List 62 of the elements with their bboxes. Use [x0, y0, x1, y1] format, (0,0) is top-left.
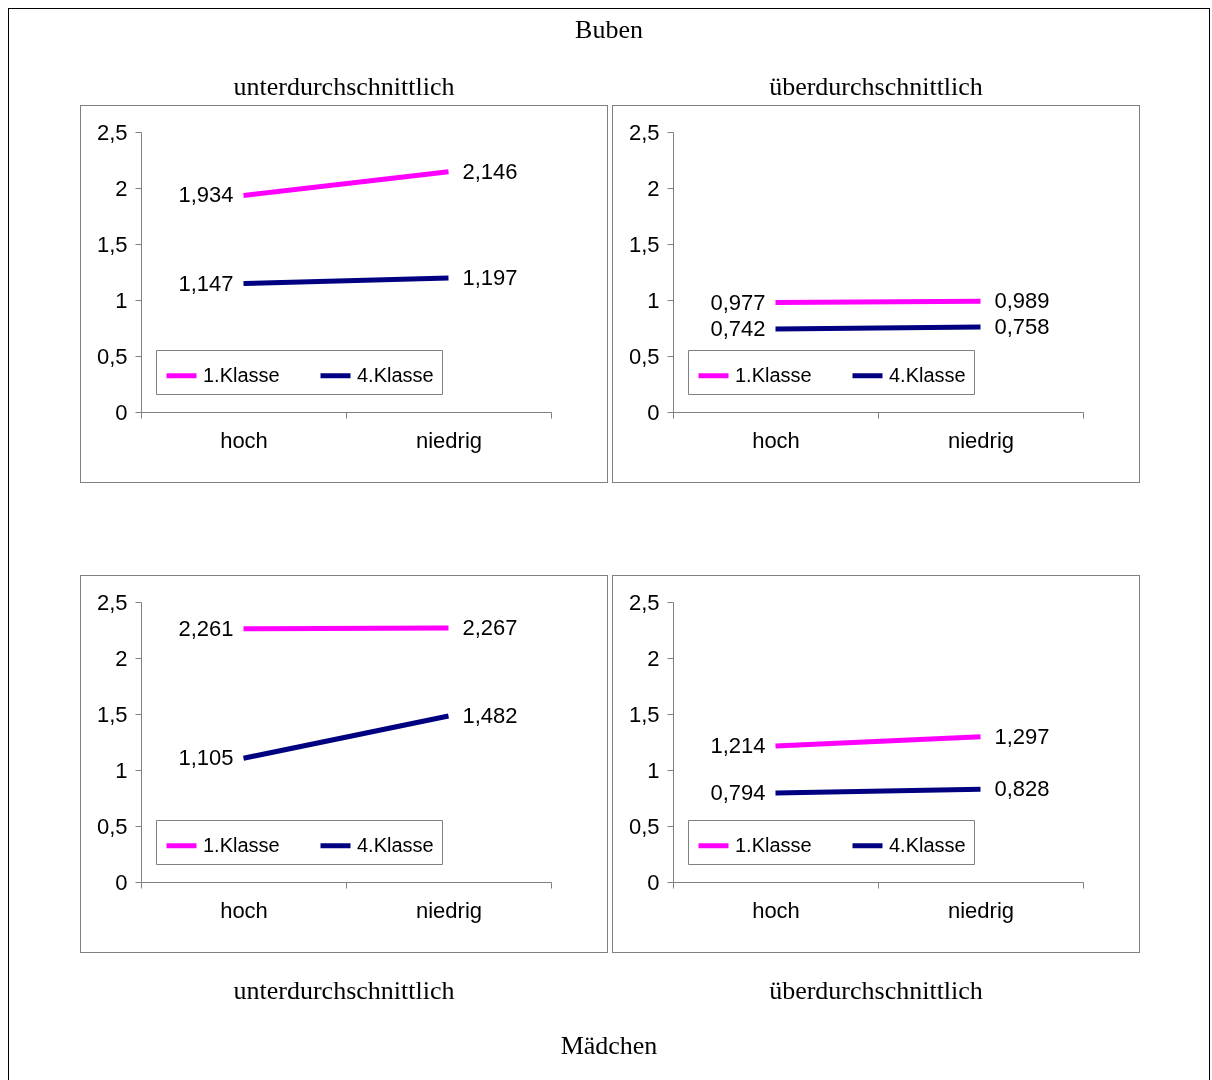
data-label: 1,934 [178, 182, 234, 208]
chart-title: überdurchschnittlich [768, 71, 984, 103]
data-label: 1,105 [178, 745, 234, 771]
x-axis-title: unterdurchschnittlich [232, 975, 456, 1007]
data-label: 0,742 [710, 315, 766, 341]
legend-label: 4.Klasse [889, 833, 966, 856]
y-tick-label: 0 [647, 399, 660, 425]
data-label: 1,482 [462, 703, 518, 729]
legend-label: 1.Klasse [735, 363, 812, 386]
y-tick-label: 2 [647, 175, 660, 201]
y-tick-label: 2,5 [628, 119, 660, 145]
y-tick-label: 2 [115, 645, 128, 671]
x-tick-label: niedrig [947, 427, 1015, 453]
data-label: 0,977 [710, 289, 766, 315]
y-tick-label: 0 [647, 869, 660, 895]
y-tick-label: 2 [647, 645, 660, 671]
x-tick-label: hoch [220, 427, 268, 453]
legend-label: 1.Klasse [203, 363, 280, 386]
y-tick-label: 0,5 [628, 343, 660, 369]
y-tick-label: 0,5 [96, 343, 128, 369]
data-label: 0,794 [710, 780, 766, 806]
legend-label: 1.Klasse [203, 833, 280, 856]
data-label: 2,146 [462, 158, 518, 184]
legend-label: 4.Klasse [889, 363, 966, 386]
data-label: 0,989 [994, 288, 1050, 314]
data-label: 0,758 [994, 314, 1050, 340]
x-tick-label: hoch [752, 427, 800, 453]
y-tick-label: 2,5 [628, 589, 660, 615]
y-tick-label: 1,5 [628, 231, 660, 257]
x-tick-label: niedrig [415, 897, 483, 923]
x-tick-label: hoch [220, 897, 268, 923]
y-tick-label: 1,5 [628, 701, 660, 727]
legend-label: 1.Klasse [735, 833, 812, 856]
y-tick-label: 2,5 [96, 589, 128, 615]
y-tick-label: 0 [115, 399, 128, 425]
legend-label: 4.Klasse [357, 833, 434, 856]
x-axis-title: überdurchschnittlich [768, 975, 984, 1007]
y-tick-label: 2,5 [96, 119, 128, 145]
x-tick-label: hoch [752, 897, 800, 923]
y-tick-label: 0 [115, 869, 128, 895]
y-tick-label: 2 [115, 175, 128, 201]
x-tick-label: niedrig [415, 427, 483, 453]
x-tick-label: niedrig [947, 897, 1015, 923]
text: Mädchen [559, 1031, 659, 1061]
y-tick-label: 0,5 [96, 813, 128, 839]
y-tick-label: 0,5 [628, 813, 660, 839]
y-tick-label: 1,5 [96, 701, 128, 727]
y-tick-label: 1 [647, 757, 660, 783]
y-tick-label: 1 [115, 287, 128, 313]
data-label: 2,267 [462, 615, 518, 641]
data-label: 0,828 [994, 776, 1050, 802]
text: Buben [574, 15, 644, 45]
y-tick-label: 1 [647, 287, 660, 313]
chart-title: unterdurchschnittlich [232, 71, 456, 103]
data-label: 1,147 [178, 270, 234, 296]
y-tick-label: 1 [115, 757, 128, 783]
data-label: 1,297 [994, 723, 1050, 749]
data-label: 2,261 [178, 615, 234, 641]
data-label: 1,197 [462, 264, 518, 290]
legend-label: 4.Klasse [357, 363, 434, 386]
data-label: 1,214 [710, 733, 766, 759]
y-tick-label: 1,5 [96, 231, 128, 257]
